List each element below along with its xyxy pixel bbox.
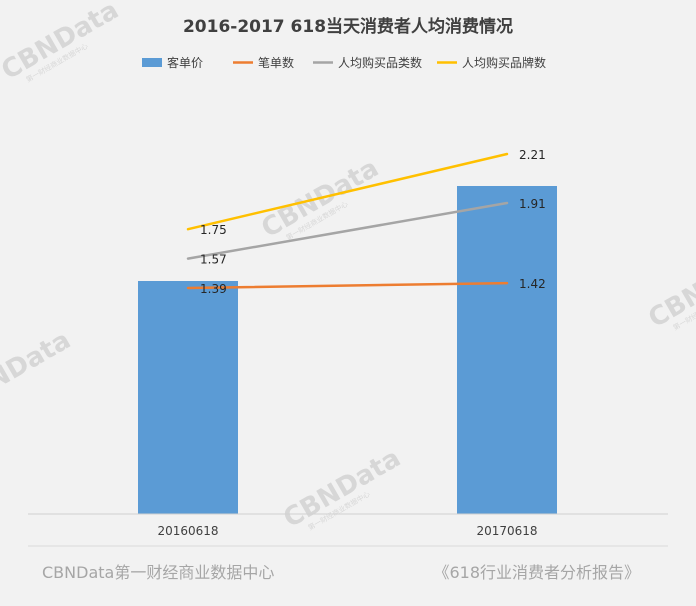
footer-report: 《618行业消费者分析报告》 — [433, 563, 640, 582]
data-label: 1.39 — [200, 282, 227, 296]
x-tick-label: 20160618 — [157, 524, 218, 538]
data-label: 1.57 — [200, 253, 227, 267]
chart-title: 2016-2017 618当天消费者人均消费情况 — [183, 16, 513, 37]
data-labels: 1.39 1.42 1.57 1.91 1.75 2.21 — [200, 148, 546, 296]
legend-label: 笔单数 — [258, 55, 294, 70]
data-label: 1.42 — [519, 277, 546, 291]
x-tick-labels: 20160618 20170618 — [157, 524, 537, 538]
series-line-人均购买品牌数 — [186, 152, 509, 231]
x-tick-label: 20170618 — [476, 524, 537, 538]
watermark-group: CBNData 第一财经商业数据中心 CBNData 第一财经商业数据中心 CB… — [0, 0, 696, 534]
watermark-brand: CBNData — [0, 0, 124, 86]
bar-20160618 — [138, 281, 238, 514]
legend-label: 客单价 — [167, 55, 203, 70]
bars — [138, 186, 557, 514]
watermark-brand: CBNData — [0, 325, 76, 416]
data-label: 1.75 — [200, 223, 227, 237]
data-label: 1.91 — [519, 197, 546, 211]
series-line-人均购买品类数 — [186, 201, 509, 260]
legend-label: 人均购买品类数 — [338, 55, 422, 70]
legend-swatch — [142, 58, 162, 67]
footer-source: CBNData第一财经商业数据中心 — [42, 563, 274, 582]
watermark-brand: CBNData — [279, 443, 406, 534]
data-label: 2.21 — [519, 148, 546, 162]
legend-label: 人均购买品牌数 — [462, 55, 546, 70]
legend: 客单价 笔单数 人均购买品类数 人均购买品牌数 — [142, 55, 546, 70]
bar-20170618 — [457, 186, 557, 514]
series-line-笔单数 — [186, 281, 509, 290]
lines — [186, 152, 509, 290]
